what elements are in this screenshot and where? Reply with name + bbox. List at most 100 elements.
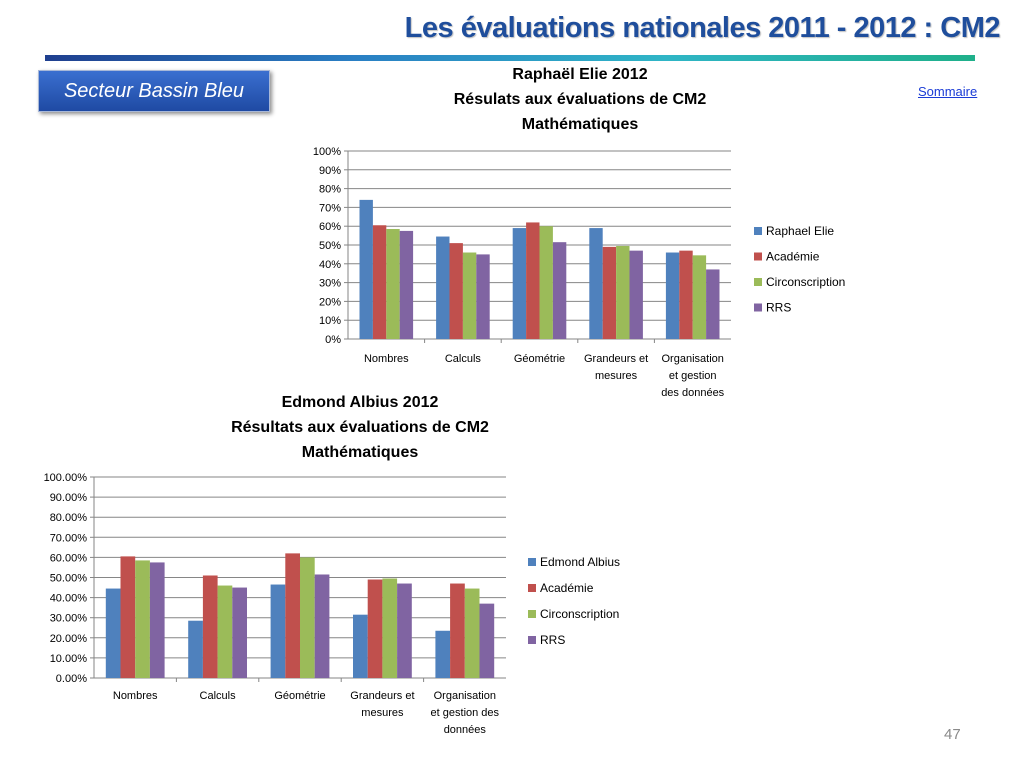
chart-1-legend-swatch (754, 303, 762, 312)
chart-2-bar (105, 588, 121, 678)
chart-1-y-tick-label: 0% (325, 334, 341, 346)
summary-link[interactable]: Sommaire (918, 84, 978, 99)
chart-1-title: Raphaël Elie 2012 Résulats aux évaluatio… (400, 62, 760, 137)
chart-1-y-tick-label: 30% (319, 278, 341, 290)
chart-1-y-tick-label: 50% (319, 240, 341, 252)
chart-1-bar (692, 255, 707, 339)
chart-2-bar (479, 603, 495, 678)
chart-1-y-tick-label: 90% (319, 165, 341, 177)
chart-2-y-tick-label: 10.00% (50, 653, 88, 665)
chart-1-title-line-1: Raphaël Elie 2012 (512, 66, 648, 83)
chart-1-x-category-label-line: et gestion (669, 370, 717, 382)
chart-1-y-tick-label: 20% (319, 296, 341, 308)
sector-label: Secteur Bassin Bleu (63, 79, 245, 102)
chart-1-bar (552, 242, 567, 339)
chart-1-legend-label: Circonscription (766, 275, 845, 289)
chart-1-bar (616, 245, 630, 339)
chart-2-x-category-label-line: Nombres (113, 690, 158, 702)
chart-1-x-category-label: Grandeurs et mesures (584, 353, 648, 382)
chart-2-legend-swatch (528, 584, 536, 592)
chart-2-legend-label: Académie (540, 581, 594, 595)
chart-2-y-tick-label: 90.00% (50, 492, 88, 504)
chart-2-bar (202, 575, 218, 678)
page-number: 47 (944, 726, 961, 743)
chart-1-legend-swatch (754, 227, 762, 235)
chart-1-y-tick-label: 40% (319, 259, 341, 271)
chart-1-bar (629, 250, 643, 339)
chart-2-bar (149, 562, 165, 678)
chart-2-x-category-label-line: Géométrie (274, 690, 325, 702)
chart-1-bar (526, 222, 540, 339)
chart-2-bar (120, 556, 136, 678)
chart-1-bar (359, 199, 373, 339)
chart-2-y-tick-label: 20.00% (50, 633, 88, 645)
chart-1-x-category-label: Calculs (445, 353, 482, 365)
chart-2-bar (270, 584, 286, 678)
chart-2-x-category-label-line: Calculs (200, 690, 237, 702)
chart-1-bar (476, 254, 490, 339)
chart-1-legend-swatch (754, 252, 762, 261)
chart-1-bar (449, 243, 463, 339)
chart-2-y-tick-label: 0.00% (56, 673, 87, 685)
chart-2-bar (285, 553, 300, 678)
chart-2-x-category-label-line: données (444, 724, 487, 736)
chart-1-y-tick-label: 10% (319, 315, 341, 327)
chart-2-x-category-label: Organisation et gestion des données (431, 690, 500, 736)
chart-2-bar (382, 578, 398, 678)
chart-2-x-category-label-line: et gestion des (431, 707, 500, 719)
chart-2-legend-swatch (528, 610, 536, 618)
chart-2-bar (464, 588, 480, 678)
chart-1-x-category-label-line: Organisation (662, 353, 724, 365)
chart-1-y-tick-label: 100% (313, 146, 341, 158)
chart-2-y-tick-label: 30.00% (50, 613, 88, 625)
chart-2-y-tick-label: 70.00% (50, 532, 88, 544)
chart-2-bar (397, 583, 412, 678)
chart-1-x-category-label-line: mesures (595, 370, 638, 382)
chart-1-x-category-label-line: des données (661, 387, 724, 399)
chart-1-y-tick-label: 70% (319, 202, 341, 214)
chart-2-x-category-label-line: mesures (361, 707, 404, 719)
chart-2-bar (188, 620, 203, 678)
chart-1-x-category-label: Organisation et gestion des données (661, 353, 724, 399)
chart-2-title-line-1: Edmond Albius 2012 (281, 394, 439, 411)
chart-2-x-category-label: Nombres (113, 690, 158, 702)
chart-1-x-category-label-line: Nombres (364, 353, 409, 365)
chart-2-bar (367, 579, 383, 678)
chart-2-bar (300, 557, 315, 678)
chart-1-bar (399, 230, 414, 339)
chart-2-bar (450, 583, 465, 678)
chart-1-bar (539, 226, 553, 339)
chart-2-legend-label: Edmond Albius (540, 555, 620, 569)
chart-1-bar (462, 252, 477, 339)
chart-2-y-tick-label: 40.00% (50, 593, 88, 605)
chart-2-title: Edmond Albius 2012 Résultats aux évaluat… (180, 390, 540, 465)
chart-1-legend-swatch (754, 278, 762, 286)
chart-1-y-tick-label: 80% (319, 184, 341, 196)
chart-1-bar (372, 225, 387, 339)
chart-1-bar (589, 228, 603, 339)
sector-label-box: Secteur Bassin Bleu (38, 70, 270, 112)
slide-title: Les évaluations nationales 2011 - 2012 :… (404, 12, 1001, 44)
chart-1-title-line-2: Résulats aux évaluations de CM2 (453, 91, 707, 108)
chart-2-x-category-label-line: Grandeurs et (350, 690, 414, 702)
chart-1-legend-label: Raphael Elie (766, 224, 834, 238)
title-underline-bar (45, 55, 975, 61)
chart-2-x-category-label: Calculs (200, 690, 237, 702)
chart-1-bar (512, 228, 527, 339)
chart-1-bar (386, 229, 400, 339)
chart-2-x-category-label: Grandeurs et mesures (350, 690, 414, 719)
chart-1-x-category-label-line: Grandeurs et (584, 353, 648, 365)
chart-2-legend-swatch (528, 558, 536, 566)
chart-1-legend-label: RRS (766, 301, 791, 315)
chart-1-bar (436, 236, 450, 339)
chart-1-bar (679, 250, 693, 339)
chart-2-x-category-label-line: Organisation (434, 690, 496, 702)
chart-1-bar (602, 246, 617, 339)
chart-1-bar (706, 269, 720, 339)
chart-2-legend-label: RRS (540, 633, 565, 647)
chart-2-title-line-3: Mathématiques (301, 444, 419, 461)
chart-2-bar (353, 614, 368, 678)
chart-1-x-category-label-line: Géométrie (514, 353, 565, 365)
chart-2-legend-label: Circonscription (540, 607, 619, 621)
